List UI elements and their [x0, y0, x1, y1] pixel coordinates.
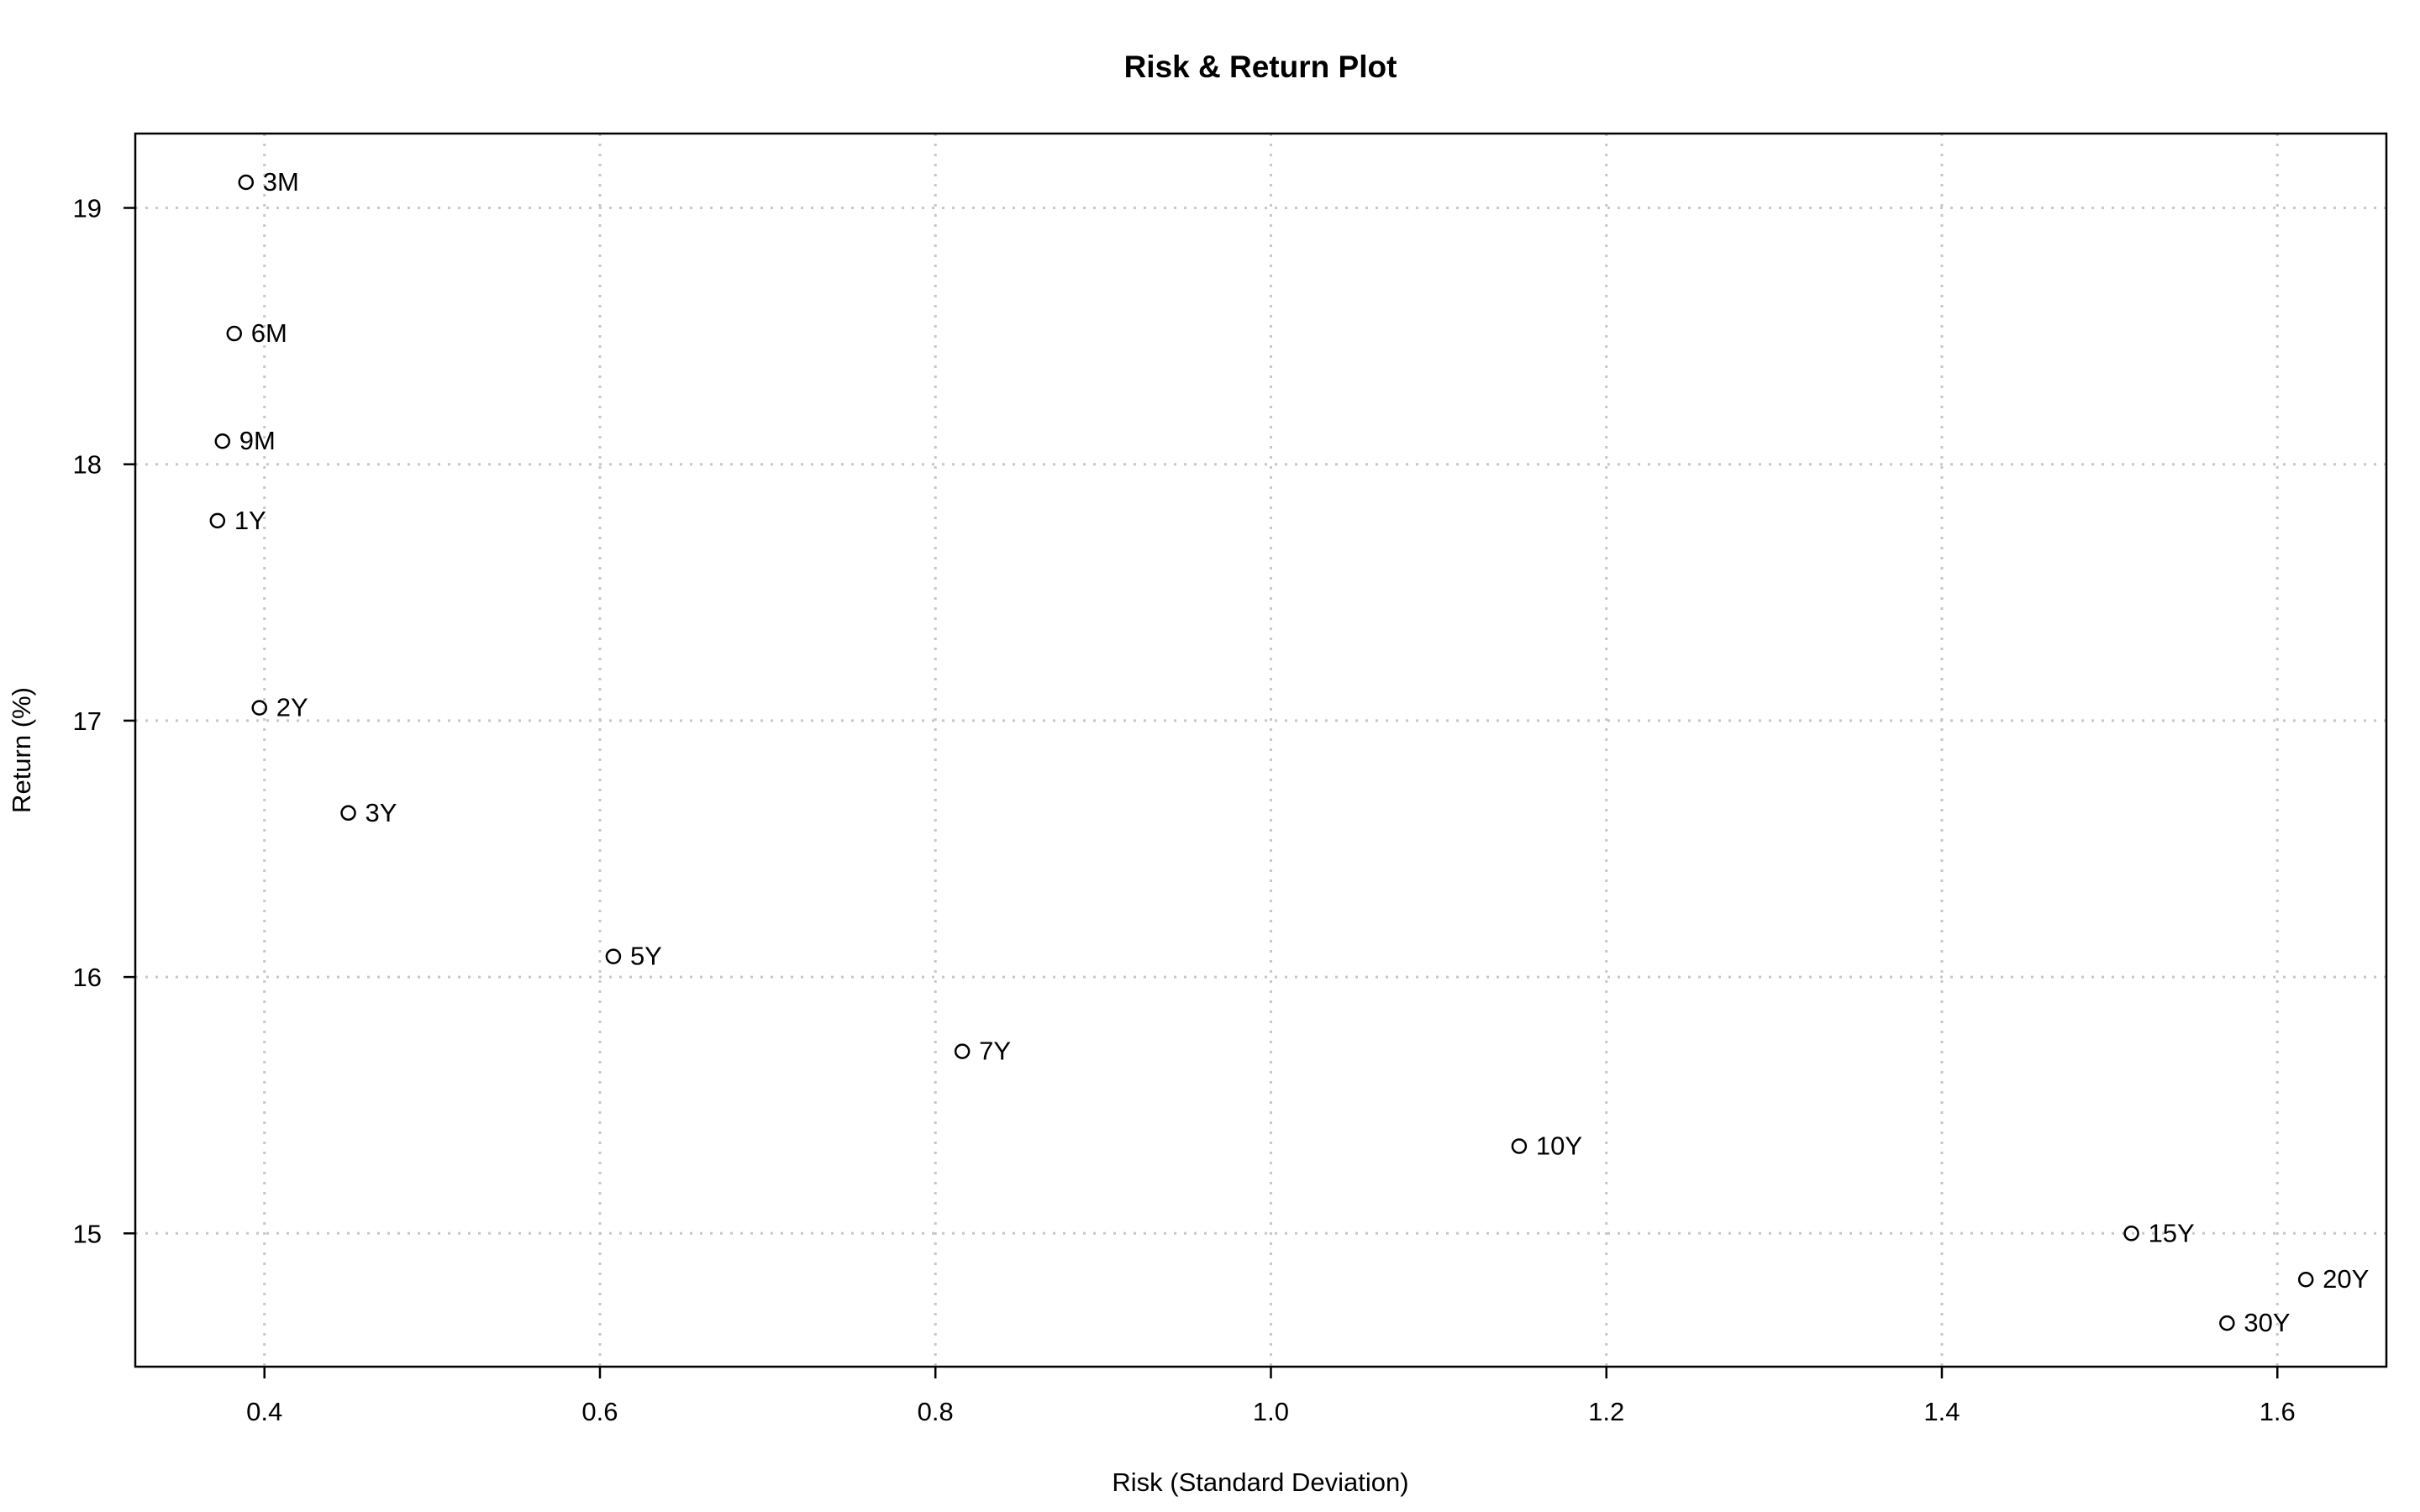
y-tick-label: 15	[73, 1219, 102, 1248]
data-point-label: 30Y	[2244, 1308, 2290, 1337]
data-point-label: 10Y	[1536, 1131, 1582, 1161]
data-point-label: 15Y	[2149, 1218, 2195, 1247]
x-tick-label: 0.8	[918, 1397, 954, 1426]
y-tick-label: 18	[73, 450, 102, 480]
data-point	[209, 512, 226, 529]
data-point-label: 1Y	[234, 506, 266, 535]
data-point-label: 6M	[251, 318, 287, 348]
data-point	[340, 805, 356, 822]
data-point-label: 9M	[239, 426, 276, 455]
x-tick-label: 0.6	[581, 1397, 618, 1426]
data-point	[954, 1043, 971, 1059]
grid-lines	[135, 134, 2386, 1367]
plot-frame	[134, 132, 2388, 1368]
x-axis-label: Risk (Standard Deviation)	[1112, 1467, 1408, 1497]
data-point	[605, 948, 622, 964]
data-point	[2123, 1226, 2139, 1242]
y-axis-label: Return (%)	[7, 687, 36, 813]
chart-title: Risk & Return Plot	[1124, 50, 1397, 84]
x-tick-label: 0.4	[246, 1397, 282, 1426]
data-point	[2297, 1271, 2314, 1288]
y-axis: 15 16 17 18 19	[73, 194, 135, 1248]
data-point	[214, 433, 231, 449]
data-points: 3M 6M 9M 1Y 2Y 3Y 5Y 7Y 10Y 15Y 20Y 30Y	[209, 167, 2369, 1337]
x-tick-label: 1.2	[1588, 1397, 1624, 1426]
data-point-label: 5Y	[630, 942, 662, 971]
data-point-label: 3Y	[366, 798, 397, 827]
data-point	[1511, 1138, 1528, 1154]
x-tick-label: 1.0	[1253, 1397, 1289, 1426]
data-point-label: 7Y	[979, 1037, 1011, 1066]
data-point-label: 2Y	[276, 693, 308, 722]
data-point	[251, 700, 267, 716]
x-axis: 0.4 0.6 0.8 1.0 1.2 1.4 1.6	[246, 1367, 2296, 1426]
data-point-label: 20Y	[2323, 1264, 2369, 1294]
y-tick-label: 19	[73, 194, 102, 223]
data-point-label: 3M	[263, 167, 299, 197]
y-tick-label: 16	[73, 963, 102, 992]
data-point	[2219, 1315, 2235, 1331]
y-tick-label: 17	[73, 706, 102, 736]
data-point	[226, 325, 243, 342]
x-tick-label: 1.4	[1923, 1397, 1960, 1426]
data-point	[238, 174, 255, 191]
x-tick-label: 1.6	[2260, 1397, 2296, 1426]
